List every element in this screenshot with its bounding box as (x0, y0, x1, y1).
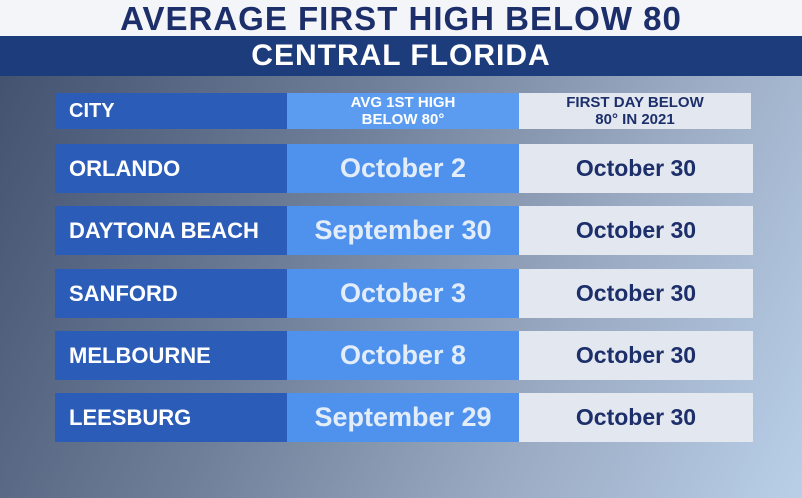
column-header: CITY (55, 93, 287, 129)
city-cell: SANFORD (55, 269, 287, 318)
date-cell: October 30 (519, 144, 753, 193)
date-cell: September 30 (287, 206, 519, 255)
column-header: FIRST DAY BELOW 80° IN 2021 (519, 93, 751, 129)
date-cell: October 8 (287, 331, 519, 380)
subtitle: CENTRAL FLORIDA (0, 36, 802, 76)
date-cell: October 30 (519, 206, 753, 255)
city-cell: DAYTONA BEACH (55, 206, 287, 255)
city-cell: ORLANDO (55, 144, 287, 193)
date-cell: September 29 (287, 393, 519, 442)
city-cell: MELBOURNE (55, 331, 287, 380)
column-header: AVG 1ST HIGH BELOW 80° (287, 93, 519, 129)
date-cell: October 2 (287, 144, 519, 193)
date-cell: October 30 (519, 393, 753, 442)
date-cell: October 30 (519, 269, 753, 318)
date-cell: October 30 (519, 331, 753, 380)
date-cell: October 3 (287, 269, 519, 318)
title: AVERAGE FIRST HIGH BELOW 80 (0, 0, 802, 37)
city-cell: LEESBURG (55, 393, 287, 442)
